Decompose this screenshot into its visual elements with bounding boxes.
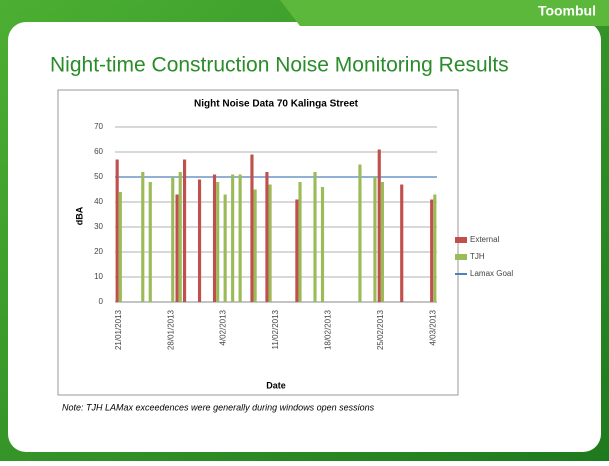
bar [265, 172, 269, 302]
bar [268, 184, 272, 302]
slide-title: Night-time Construction Noise Monitoring… [50, 54, 509, 77]
bar [223, 194, 227, 302]
bar [175, 194, 179, 302]
bar [377, 149, 381, 302]
x-tick-label: 28/01/2013 [166, 309, 175, 350]
y-tick-label: 30 [94, 222, 103, 231]
y-tick-label: 70 [94, 122, 103, 131]
bar [216, 182, 220, 302]
bar [178, 172, 182, 302]
bar [358, 164, 362, 302]
bar [433, 194, 437, 302]
x-tick-label: 4/03/2013 [428, 309, 437, 345]
bar [313, 172, 317, 302]
y-tick-label: 0 [99, 297, 104, 306]
bar [430, 199, 434, 302]
legend-label: External [470, 235, 500, 244]
x-tick-label: 4/02/2013 [219, 309, 228, 345]
bar [182, 159, 187, 302]
bar [373, 177, 377, 302]
bar [148, 182, 152, 302]
tab [280, 0, 609, 26]
x-tick-label: 21/01/2013 [114, 309, 123, 350]
bar [141, 172, 145, 302]
bar [238, 174, 242, 302]
legend-label: TJH [470, 252, 485, 261]
bar [231, 174, 235, 302]
chart-box [57, 89, 459, 396]
bar [197, 179, 202, 302]
x-label: Date [266, 380, 286, 390]
legend-swatch [455, 237, 467, 243]
tag: Toombul [538, 3, 596, 19]
bar [320, 187, 325, 302]
chart-title: Night Noise Data 70 Kalinga Street [194, 99, 359, 110]
y-tick-label: 20 [94, 247, 103, 256]
y-tick-label: 10 [94, 272, 103, 281]
note: Note: TJH LAMax exceedences were general… [62, 402, 375, 412]
y-tick-label: 60 [94, 147, 103, 156]
legend-label: Lamax Goal [470, 269, 513, 278]
legend-swatch [455, 254, 467, 260]
bar [253, 189, 257, 302]
x-tick-label: 11/02/2013 [271, 309, 280, 349]
y-label: dBA [74, 206, 84, 225]
x-tick-label: 25/02/2013 [376, 309, 385, 350]
bar [212, 174, 217, 302]
bar [380, 182, 384, 302]
bar [298, 182, 302, 302]
bar [295, 199, 299, 302]
bar [171, 177, 175, 302]
bar [115, 159, 119, 302]
x-tick-label: 18/02/2013 [324, 309, 333, 350]
y-tick-label: 50 [94, 172, 103, 181]
bar [250, 154, 254, 302]
bar [400, 184, 404, 302]
bar [118, 192, 122, 302]
y-tick-label: 40 [94, 197, 103, 206]
